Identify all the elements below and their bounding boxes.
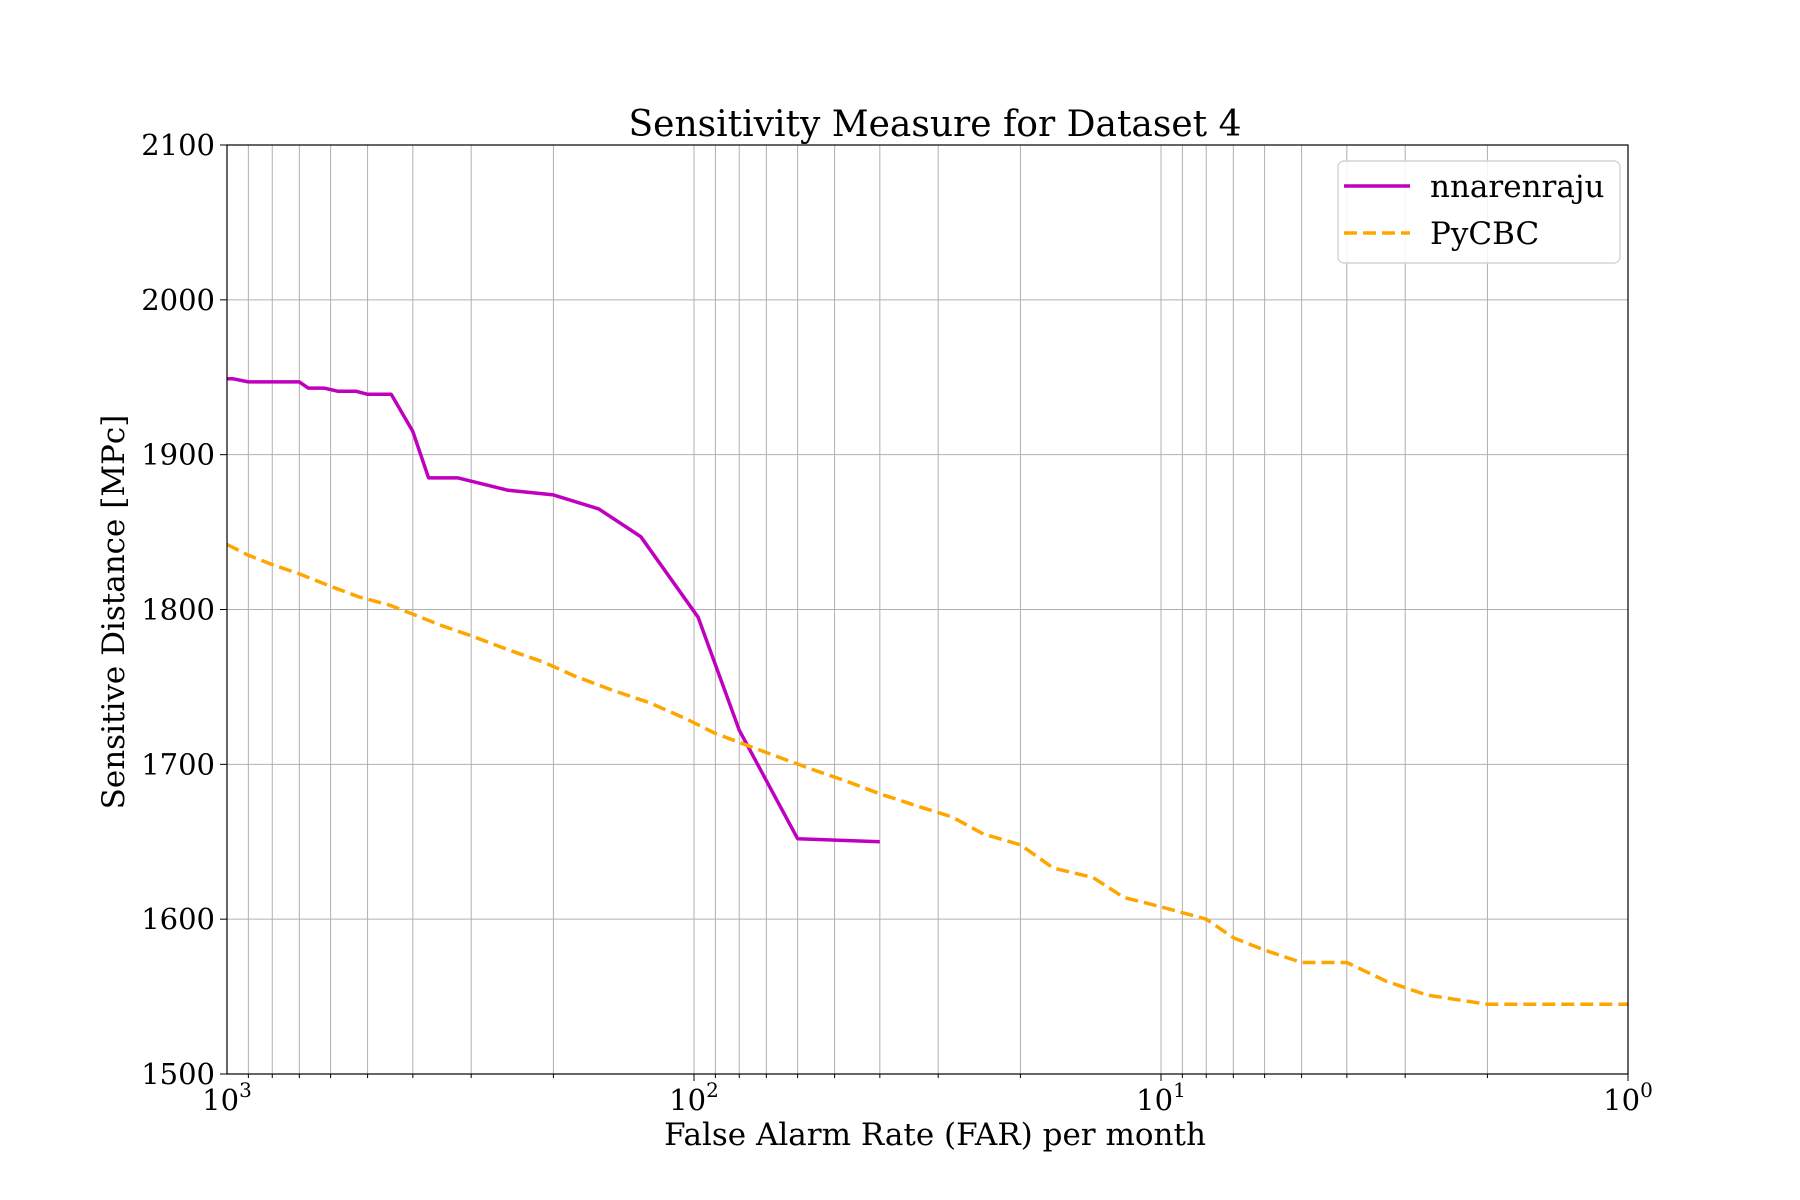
grid-lines [227, 144, 1629, 1075]
y-tick-label: 1500 [141, 1057, 215, 1091]
legend: nnarenraju PyCBC [1337, 160, 1621, 264]
y-tick-label: 2100 [141, 128, 215, 162]
series-line-nnarenraju [227, 377, 880, 844]
y-tick-label: 1700 [141, 747, 215, 781]
legend-label-nnarenraju: nnarenraju [1430, 169, 1604, 205]
y-tick-label: 1600 [141, 902, 215, 936]
x-axis-label: False Alarm Rate (FAR) per month [664, 1117, 1206, 1153]
axis-ticks: 1500 1600 1700 1800 1900 2000 2100 103 102 101 100 [141, 128, 1653, 1117]
x-tick-label: 100 [1603, 1078, 1653, 1117]
y-tick-label: 1900 [141, 438, 215, 472]
y-tick-label: 1800 [141, 593, 215, 627]
x-tick-label: 101 [1136, 1078, 1186, 1117]
y-axis-label: Sensitive Distance [MPc] [96, 415, 132, 810]
series-lines [226, 377, 1628, 1007]
legend-label-pycbc: PyCBC [1430, 216, 1539, 252]
series-line-pycbc [226, 542, 1628, 1007]
chart-title: Sensitivity Measure for Dataset 4 [629, 104, 1242, 145]
y-tick-label: 2000 [141, 283, 215, 317]
x-tick-label: 102 [669, 1078, 719, 1117]
x-tick-label: 103 [202, 1078, 252, 1117]
